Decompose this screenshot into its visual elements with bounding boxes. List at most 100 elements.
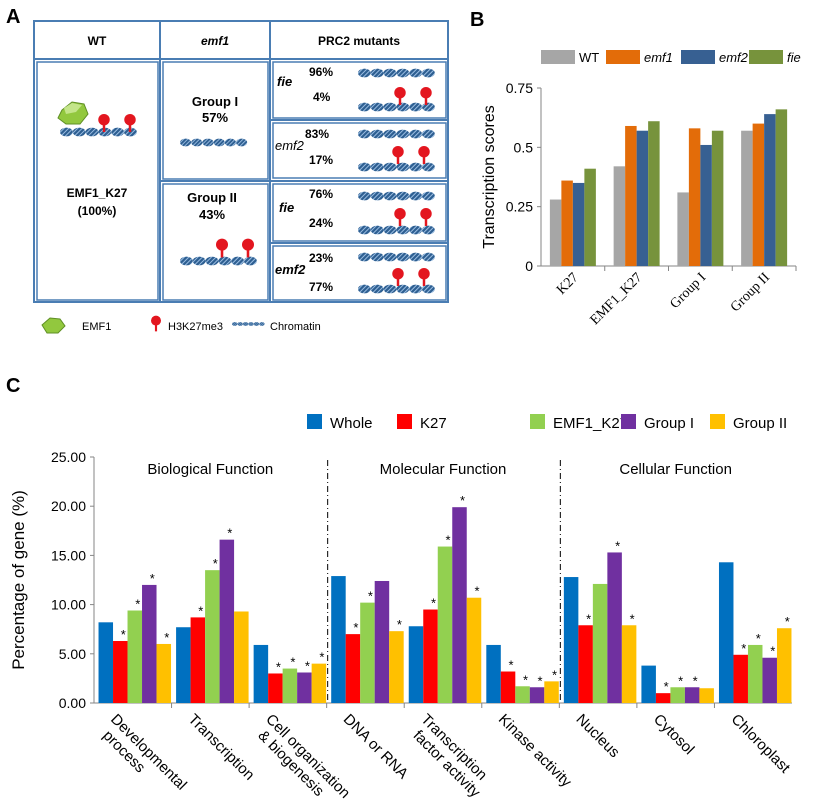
- x-tick-label: Nucleus: [573, 711, 623, 761]
- significance-marker: *: [319, 650, 324, 665]
- section-title: Biological Function: [147, 461, 273, 478]
- bar: [762, 657, 777, 703]
- bar: [529, 687, 545, 703]
- y-tick-label: 15.00: [51, 547, 86, 563]
- significance-marker: *: [756, 631, 761, 646]
- bar: [234, 611, 249, 703]
- section-title: Cellular Function: [619, 461, 732, 478]
- legend-swatch: [530, 414, 545, 429]
- significance-marker: *: [290, 655, 295, 670]
- bottom-pct: 4%: [313, 90, 331, 104]
- bar: [311, 663, 327, 703]
- bar: [733, 654, 748, 703]
- panel-label-b: B: [470, 9, 484, 31]
- y-tick-label: 0.25: [506, 199, 533, 215]
- chromatin-icon: [180, 138, 248, 147]
- bar: [578, 625, 593, 703]
- bar: [677, 192, 689, 266]
- mutant-name: emf2: [275, 138, 305, 153]
- x-tick-label: Kinase activity: [495, 711, 575, 791]
- panel-a-frame: [33, 20, 449, 303]
- bottom-pct: 77%: [309, 280, 333, 294]
- significance-marker: *: [305, 658, 310, 673]
- mutant-name: emf2: [275, 262, 306, 277]
- x-tick-label: Group I: [668, 270, 710, 312]
- x-tick-label-line: Transcription: [185, 711, 258, 784]
- bar: [345, 634, 361, 703]
- bar: [389, 631, 404, 703]
- significance-marker: *: [431, 596, 436, 611]
- top-pct: 83%: [305, 127, 329, 141]
- bar: [486, 644, 501, 703]
- bar: [331, 576, 346, 703]
- mutant-name: fie: [277, 74, 292, 89]
- bar: [515, 686, 530, 703]
- significance-marker: *: [353, 620, 358, 635]
- bar: [670, 687, 685, 703]
- chromatin-icon: [60, 127, 137, 137]
- bar: [282, 668, 298, 703]
- significance-marker: *: [150, 571, 155, 586]
- bar: [776, 628, 792, 703]
- legend-label: emf2: [719, 50, 749, 65]
- significance-marker: *: [693, 673, 698, 688]
- bar: [648, 121, 660, 266]
- y-tick-label: 5.00: [59, 646, 86, 662]
- x-tick-label: Chloroplast: [728, 711, 794, 777]
- x-tick-label: EMF1_K27: [588, 270, 646, 328]
- legend-swatch: [541, 50, 575, 64]
- legend-label: EMF1_K27: [553, 415, 628, 432]
- transcription-scores-chart: WT emf1 emf2 fie 0 0.25 0.5 0.75 Transcription s…: [481, 50, 801, 328]
- h3k27me3-legend-icon: [151, 315, 161, 332]
- x-tick-label: DNA or RNA: [340, 711, 412, 783]
- x-tick-label: Transcription: [185, 711, 258, 784]
- significance-marker: *: [397, 617, 402, 632]
- chromatin-icon: [180, 256, 257, 266]
- bar: [711, 130, 724, 266]
- bar: [747, 644, 763, 703]
- significance-marker: *: [741, 641, 746, 656]
- wt-group-pct: (100%): [78, 204, 117, 218]
- bar: [408, 626, 424, 703]
- y-tick-label: 25.00: [51, 449, 86, 465]
- x-tick-label: Group II: [728, 270, 773, 315]
- legend-label: Group II: [733, 415, 787, 432]
- prc2-row: emf2 23% 77%: [275, 251, 435, 294]
- bar: [205, 570, 220, 703]
- panel-a-diagram: WT emf1 PRC2 mutants EMF1_K27 (100%) Gro…: [33, 20, 449, 334]
- bar: [572, 182, 585, 266]
- chromatin-icon: [358, 252, 435, 262]
- header-wt: WT: [88, 34, 107, 48]
- bar: [684, 687, 700, 703]
- bar: [607, 552, 622, 703]
- y-tick-label: 0: [525, 258, 533, 274]
- group1-label: Group I: [192, 94, 238, 109]
- gene-percentage-chart: Whole K27 EMF1_K27 Group I Group II 0.00 5.00 1…: [9, 414, 794, 800]
- bar: [423, 609, 438, 703]
- bar: [500, 671, 516, 703]
- bar: [219, 539, 235, 703]
- legend-label: fie: [787, 50, 801, 65]
- prc2-row: emf2 83% 17%: [275, 127, 435, 172]
- y-axis-title: Transcription scores: [481, 105, 498, 248]
- bar: [452, 507, 467, 703]
- legend-swatch: [606, 50, 640, 64]
- bar: [549, 199, 562, 266]
- significance-marker: *: [164, 630, 169, 645]
- significance-marker: *: [552, 667, 557, 682]
- x-tick-label-line: Kinase activity: [495, 711, 575, 791]
- bar: [374, 580, 390, 703]
- wt-group-label: EMF1_K27: [67, 186, 128, 200]
- h3k27me3-icon: [394, 87, 406, 105]
- y-tick-label: 10.00: [51, 597, 86, 613]
- group2-label: Group II: [187, 190, 237, 205]
- bottom-pct: 17%: [309, 153, 333, 167]
- bar: [655, 693, 671, 703]
- significance-marker: *: [213, 556, 218, 571]
- chromatin-icon: [358, 102, 435, 112]
- significance-marker: *: [121, 627, 126, 642]
- bar: [775, 109, 788, 266]
- bar: [699, 688, 714, 703]
- significance-marker: *: [198, 603, 203, 618]
